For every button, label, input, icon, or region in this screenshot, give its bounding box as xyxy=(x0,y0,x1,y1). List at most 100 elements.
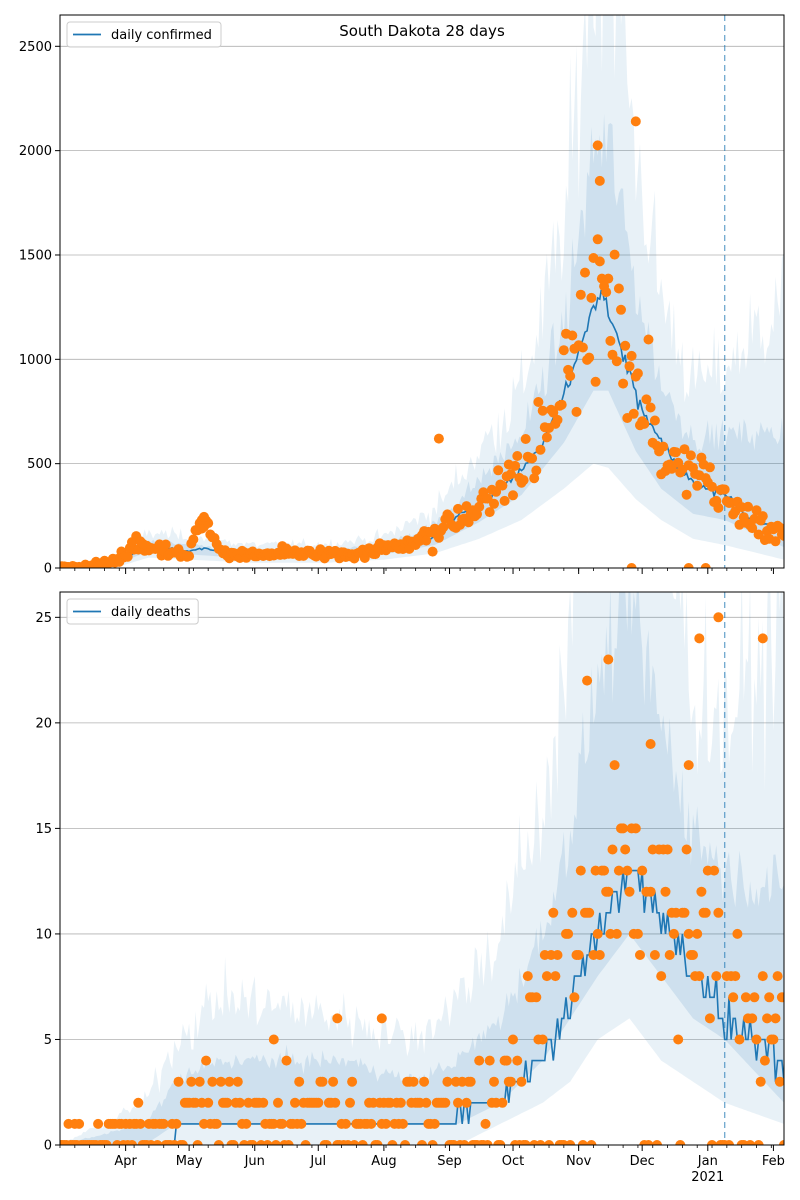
observed-point xyxy=(565,1140,576,1145)
observed-point xyxy=(577,1140,588,1145)
observed-point xyxy=(215,1076,226,1087)
observed-point xyxy=(395,1097,406,1108)
observed-point xyxy=(438,522,449,533)
band-inner xyxy=(60,592,784,1145)
observed-point xyxy=(552,950,563,960)
x-tick-label: Jun xyxy=(244,1154,265,1169)
observed-point xyxy=(290,1097,300,1108)
observed-point xyxy=(192,1140,203,1145)
y-tick-label: 2000 xyxy=(19,144,52,159)
observed-point xyxy=(567,907,578,918)
observed-point xyxy=(575,289,586,300)
observed-point xyxy=(472,509,482,520)
observed-point xyxy=(474,1055,485,1066)
observed-point xyxy=(173,1076,184,1087)
observed-point xyxy=(770,1013,781,1024)
observed-point xyxy=(281,1055,292,1066)
observed-point xyxy=(465,1076,476,1087)
observed-point xyxy=(495,1140,506,1145)
observed-point xyxy=(652,1140,662,1145)
observed-point xyxy=(508,490,518,501)
observed-point xyxy=(747,1013,758,1024)
observed-point xyxy=(463,517,474,528)
observed-point xyxy=(535,1140,546,1145)
observed-point xyxy=(201,1055,212,1066)
observed-point xyxy=(268,1034,279,1045)
observed-point xyxy=(241,1118,252,1129)
observed-point xyxy=(283,1140,294,1145)
observed-point xyxy=(199,511,209,522)
observed-point xyxy=(531,992,542,1003)
observed-point xyxy=(565,371,576,381)
observed-point xyxy=(751,505,762,516)
observed-point xyxy=(347,1076,358,1087)
observed-point xyxy=(232,1076,243,1087)
legend: daily deaths xyxy=(66,598,199,625)
observed-point xyxy=(433,433,444,444)
observed-point xyxy=(484,507,495,518)
observed-point xyxy=(660,886,671,897)
observed-point xyxy=(683,928,694,939)
observed-point xyxy=(207,1076,218,1087)
observed-point xyxy=(203,1097,214,1108)
observed-point xyxy=(685,450,696,461)
observed-point xyxy=(683,760,694,771)
observed-point xyxy=(372,1140,383,1145)
observed-point xyxy=(749,992,760,1003)
observed-point xyxy=(745,1140,756,1145)
y-tick-label: 15 xyxy=(35,822,52,837)
observed-point xyxy=(605,335,616,346)
observed-point xyxy=(376,1013,387,1024)
y-tick-label: 0 xyxy=(44,562,52,577)
observed-point xyxy=(188,534,199,545)
observed-point xyxy=(719,484,730,495)
observed-point xyxy=(69,1118,80,1129)
observed-point xyxy=(552,414,563,425)
observed-point xyxy=(700,907,711,918)
observed-point xyxy=(497,1097,508,1108)
observed-point xyxy=(643,334,654,345)
observed-point xyxy=(563,928,574,939)
observed-point xyxy=(681,489,692,500)
observed-points xyxy=(60,612,784,1145)
observed-point xyxy=(639,418,650,429)
observed-point xyxy=(177,1140,188,1145)
observed-point xyxy=(518,475,529,486)
observed-point xyxy=(349,1140,360,1145)
observed-point xyxy=(429,1118,440,1129)
observed-point xyxy=(582,675,593,686)
observed-point xyxy=(764,992,775,1003)
observed-point xyxy=(186,1076,197,1087)
observed-point xyxy=(592,234,603,245)
observed-point xyxy=(707,481,717,492)
observed-point xyxy=(211,1118,222,1129)
observed-point xyxy=(556,399,567,410)
band-outer xyxy=(60,592,784,1145)
observed-point xyxy=(317,1076,328,1087)
observed-point xyxy=(548,407,559,418)
observed-point xyxy=(122,551,133,562)
observed-point xyxy=(224,1076,235,1087)
observed-point xyxy=(779,530,784,541)
observed-point xyxy=(645,739,656,749)
observed-point xyxy=(529,473,540,484)
y-tick-label: 2500 xyxy=(19,40,52,55)
observed-point xyxy=(258,1097,269,1108)
observed-point xyxy=(724,1140,734,1145)
observed-point xyxy=(296,1118,307,1129)
observed-point xyxy=(531,465,542,476)
observed-point xyxy=(734,1034,745,1045)
observed-point xyxy=(681,844,692,855)
observed-point xyxy=(213,1140,224,1145)
observed-point xyxy=(522,971,533,982)
observed-point xyxy=(548,907,559,918)
observed-point xyxy=(700,563,711,568)
observed-point xyxy=(135,1118,146,1129)
observed-point xyxy=(770,536,781,547)
observed-point xyxy=(713,502,724,513)
observed-point xyxy=(774,1076,784,1087)
observed-point xyxy=(645,402,656,413)
observed-point xyxy=(607,844,618,855)
observed-point xyxy=(759,1055,770,1066)
observed-point xyxy=(620,844,631,855)
